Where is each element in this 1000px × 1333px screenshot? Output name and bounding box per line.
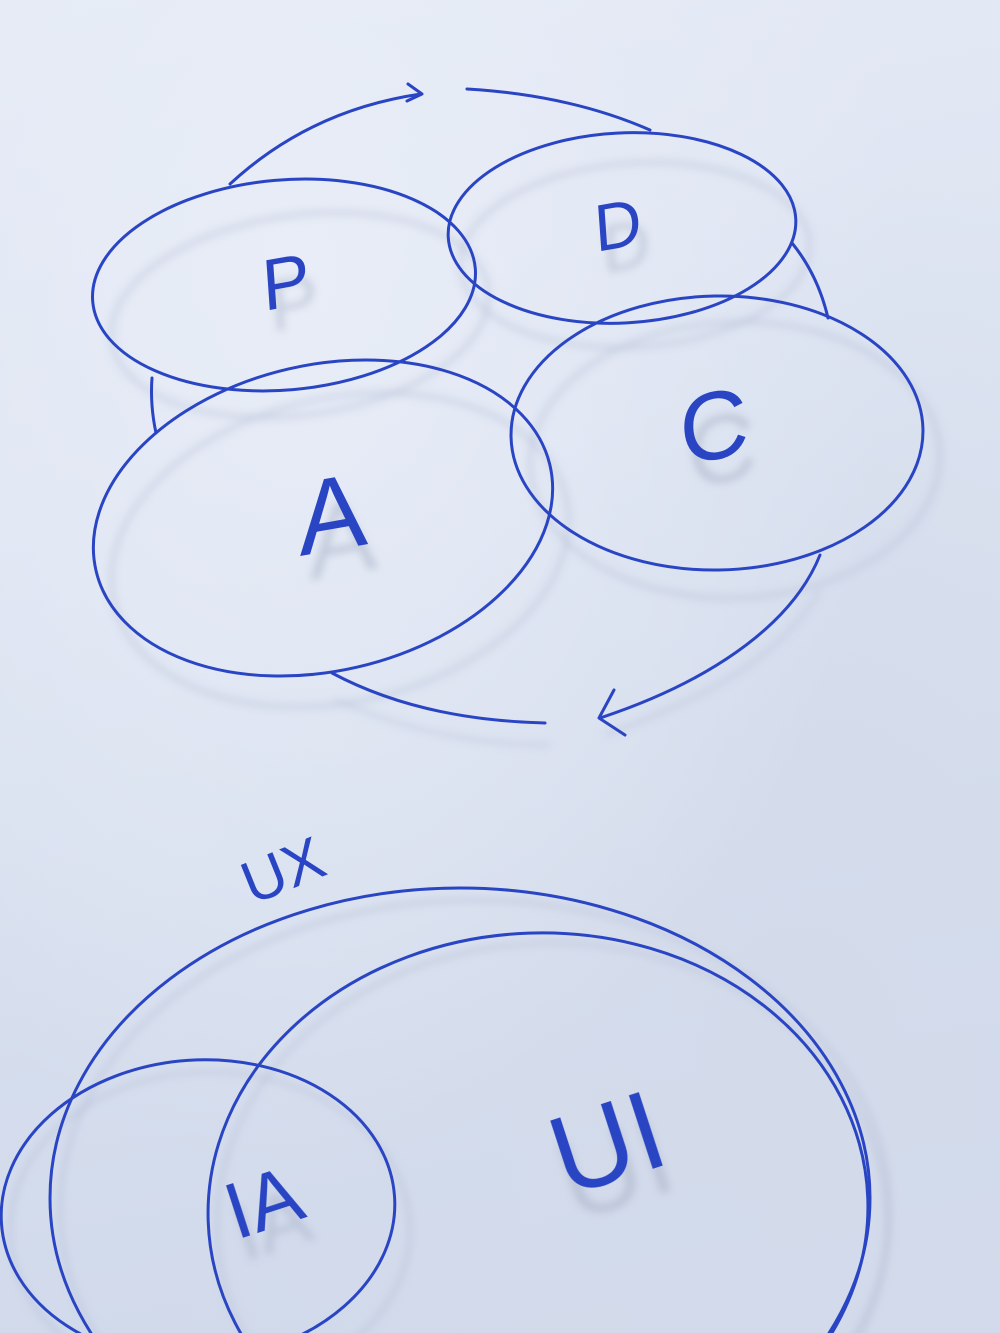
ux-outer-ellipse bbox=[48, 886, 872, 1333]
plan-letter-shadow: P bbox=[268, 260, 321, 348]
letter-shadows: P D C A bbox=[268, 206, 760, 603]
cycle-arrow-bottom-right bbox=[598, 553, 822, 720]
check-letter-shadow: C bbox=[684, 390, 760, 509]
ia-ellipse bbox=[0, 1058, 397, 1333]
cycle-arrow-top-right bbox=[465, 87, 652, 132]
pdca-cycle: P D C A P D C A bbox=[91, 82, 943, 747]
cycle-arc-right bbox=[790, 241, 830, 320]
do-letter-shadow: D bbox=[600, 206, 652, 288]
do-ellipse bbox=[446, 131, 798, 325]
cycle-arrow-bottom-left bbox=[330, 671, 547, 725]
act-ellipse bbox=[91, 358, 555, 678]
cycle-arc-left bbox=[150, 376, 158, 435]
plan-ellipse bbox=[91, 177, 477, 393]
act-letter-shadow: A bbox=[303, 475, 380, 603]
act-label: A bbox=[293, 451, 370, 579]
pdca-shadows bbox=[108, 159, 943, 747]
arrowhead-top-icon bbox=[405, 82, 424, 103]
plan-label: P bbox=[260, 239, 313, 327]
check-ellipse bbox=[509, 294, 925, 572]
check-label: C bbox=[676, 367, 752, 486]
ux-venn: IA UI UX IA UI bbox=[0, 824, 893, 1333]
arrowhead-bottom-icon bbox=[597, 688, 627, 737]
ux-label: UX bbox=[232, 824, 334, 917]
do-label: D bbox=[592, 185, 644, 267]
ui-ellipse bbox=[206, 931, 870, 1333]
venn-shadows bbox=[7, 897, 893, 1333]
cycle-arrow-top-left bbox=[228, 92, 423, 186]
